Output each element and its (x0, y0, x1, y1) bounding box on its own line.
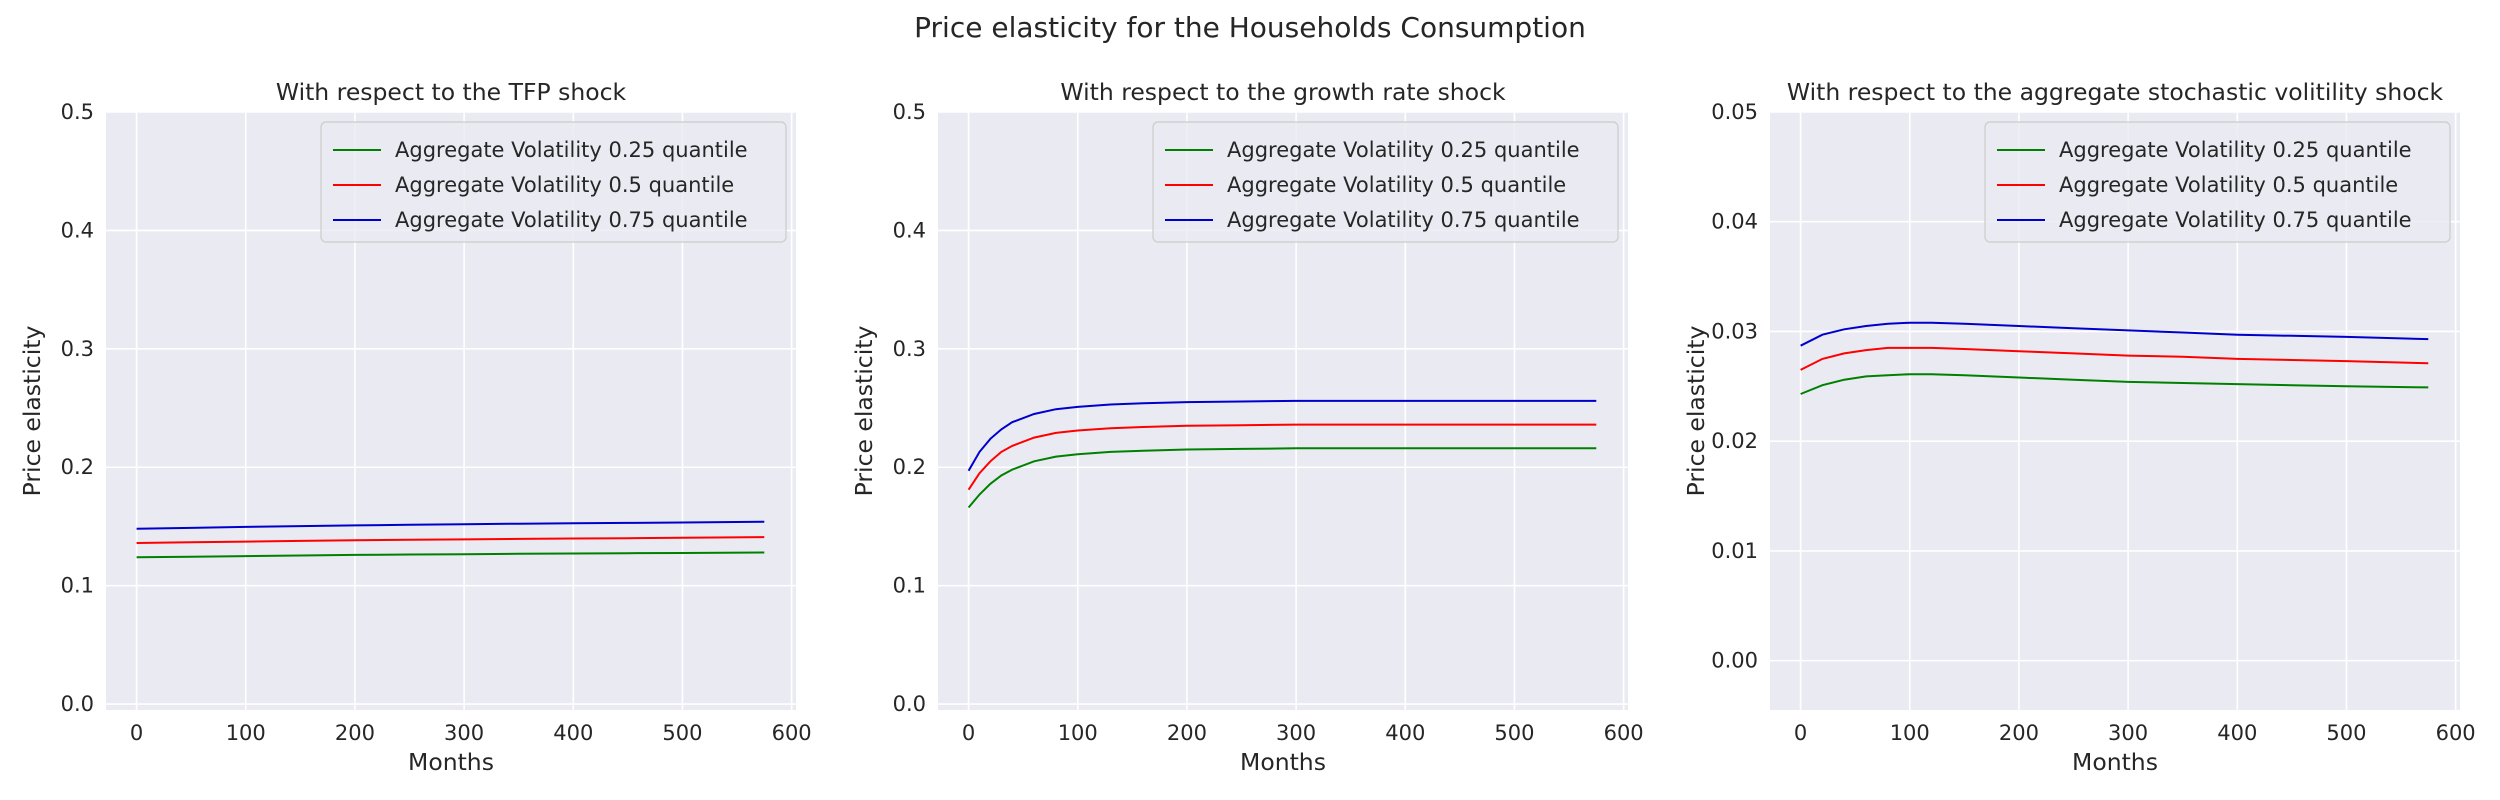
x-tick-label: 200 (1167, 721, 1207, 745)
y-tick-label: 0.05 (1711, 100, 1758, 124)
legend-label: Aggregate Volatility 0.5 quantile (2059, 173, 2398, 197)
series-line-1 (136, 551, 765, 559)
legend-box (1152, 121, 1619, 243)
series-line-2 (1800, 346, 2429, 371)
x-tick-label: 100 (1058, 721, 1098, 745)
chart-panel-3: 0 100 200 300 400 500 600 0.00 0.01 0.02 0.03 0.04 0… (1682, 78, 2476, 776)
panel-title: With respect to the growth rate shock (1060, 78, 1506, 106)
legend-box (320, 121, 787, 243)
y-axis-label: Price elasticity (18, 326, 46, 497)
x-tick-label: 500 (1494, 721, 1534, 745)
legend-label: Aggregate Volatility 0.25 quantile (2059, 138, 2412, 162)
panels: 0 100 200 300 400 500 600 0.0 0.1 0.2 0.3 0.4 0.5 Wit… (18, 78, 2476, 776)
y-tick-label: 0.3 (893, 337, 926, 361)
y-tick-label: 0.03 (1711, 319, 1758, 343)
x-tick-label: 600 (2436, 721, 2476, 745)
series-line-2 (967, 423, 1597, 491)
x-tick-label: 500 (662, 721, 702, 745)
series-line-2 (136, 536, 765, 544)
x-tick-label: 400 (553, 721, 593, 745)
x-tick-label: 500 (2326, 721, 2366, 745)
y-tick-label: 0.5 (893, 100, 926, 124)
legend: Aggregate Volatility 0.25 quantile Aggreg… (1152, 121, 1619, 243)
legend-label: Aggregate Volatility 0.25 quantile (1227, 138, 1580, 162)
y-tick-label: 0.1 (61, 574, 94, 598)
legend-label: Aggregate Volatility 0.75 quantile (2059, 208, 2412, 232)
panel-title: With respect to the aggregate stochastic… (1787, 78, 2444, 106)
series-line-3 (967, 399, 1597, 472)
x-tick-label: 100 (226, 721, 266, 745)
y-tick-label: 0.02 (1711, 429, 1758, 453)
x-tick-label: 400 (1385, 721, 1425, 745)
legend-label: Aggregate Volatility 0.5 quantile (395, 173, 734, 197)
x-tick-label: 0 (130, 721, 143, 745)
chart-panel-2: 0 100 200 300 400 500 600 0.0 0.1 0.2 0.3 0.4 0.5 Wit… (850, 78, 1644, 776)
x-axis-label: Months (2072, 748, 2158, 776)
x-tick-label: 300 (444, 721, 484, 745)
x-tick-label: 400 (2217, 721, 2257, 745)
y-tick-label: 0.2 (61, 455, 94, 479)
x-tick-label: 200 (1999, 721, 2039, 745)
y-tick-label: 0.1 (893, 574, 926, 598)
y-tick-label: 0.4 (61, 218, 94, 242)
series-line-3 (136, 520, 765, 530)
figure-suptitle: Price elasticity for the Households Cons… (914, 11, 1586, 44)
panel-title: With respect to the TFP shock (276, 78, 627, 106)
y-tick-label: 0.00 (1711, 649, 1758, 673)
x-tick-label: 600 (1604, 721, 1644, 745)
x-tick-label: 0 (962, 721, 975, 745)
y-axis-label: Price elasticity (1682, 326, 1710, 497)
x-tick-label: 100 (1890, 721, 1930, 745)
legend-label: Aggregate Volatility 0.25 quantile (395, 138, 748, 162)
x-tick-label: 200 (335, 721, 375, 745)
y-tick-label: 0.5 (61, 100, 94, 124)
series-line-1 (1800, 373, 2429, 395)
series-line-1 (967, 447, 1597, 509)
legend: Aggregate Volatility 0.25 quantile Aggreg… (1984, 121, 2451, 243)
y-tick-label: 0.0 (61, 692, 94, 716)
y-tick-label: 0.0 (893, 692, 926, 716)
x-tick-label: 300 (1276, 721, 1316, 745)
x-tick-label: 300 (2108, 721, 2148, 745)
y-tick-label: 0.2 (893, 455, 926, 479)
y-axis-label: Price elasticity (850, 326, 878, 497)
legend: Aggregate Volatility 0.25 quantile Aggreg… (320, 121, 787, 243)
y-tick-label: 0.3 (61, 337, 94, 361)
x-axis-label: Months (408, 748, 494, 776)
y-tick-label: 0.04 (1711, 210, 1758, 234)
x-tick-label: 0 (1794, 721, 1807, 745)
legend-label: Aggregate Volatility 0.5 quantile (1227, 173, 1566, 197)
y-tick-label: 0.4 (893, 218, 926, 242)
legend-label: Aggregate Volatility 0.75 quantile (1227, 208, 1580, 232)
legend-box (1984, 121, 2451, 243)
y-tick-label: 0.01 (1711, 539, 1758, 563)
x-tick-label: 600 (772, 721, 812, 745)
series-line-3 (1800, 321, 2429, 347)
chart-panel-1: 0 100 200 300 400 500 600 0.0 0.1 0.2 0.3 0.4 0.5 Wit… (18, 78, 812, 776)
x-axis-label: Months (1240, 748, 1326, 776)
legend-label: Aggregate Volatility 0.75 quantile (395, 208, 748, 232)
